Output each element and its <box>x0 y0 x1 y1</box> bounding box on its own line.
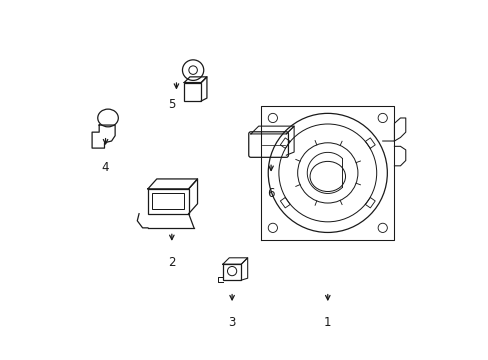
Text: 3: 3 <box>228 316 235 329</box>
Text: 2: 2 <box>168 256 175 269</box>
Text: 1: 1 <box>324 316 331 329</box>
Bar <box>223 264 241 280</box>
Bar <box>152 193 184 210</box>
Text: 5: 5 <box>168 99 175 112</box>
Text: 4: 4 <box>102 161 109 174</box>
Bar <box>147 189 188 214</box>
Bar <box>184 82 201 101</box>
Text: 6: 6 <box>267 187 274 200</box>
